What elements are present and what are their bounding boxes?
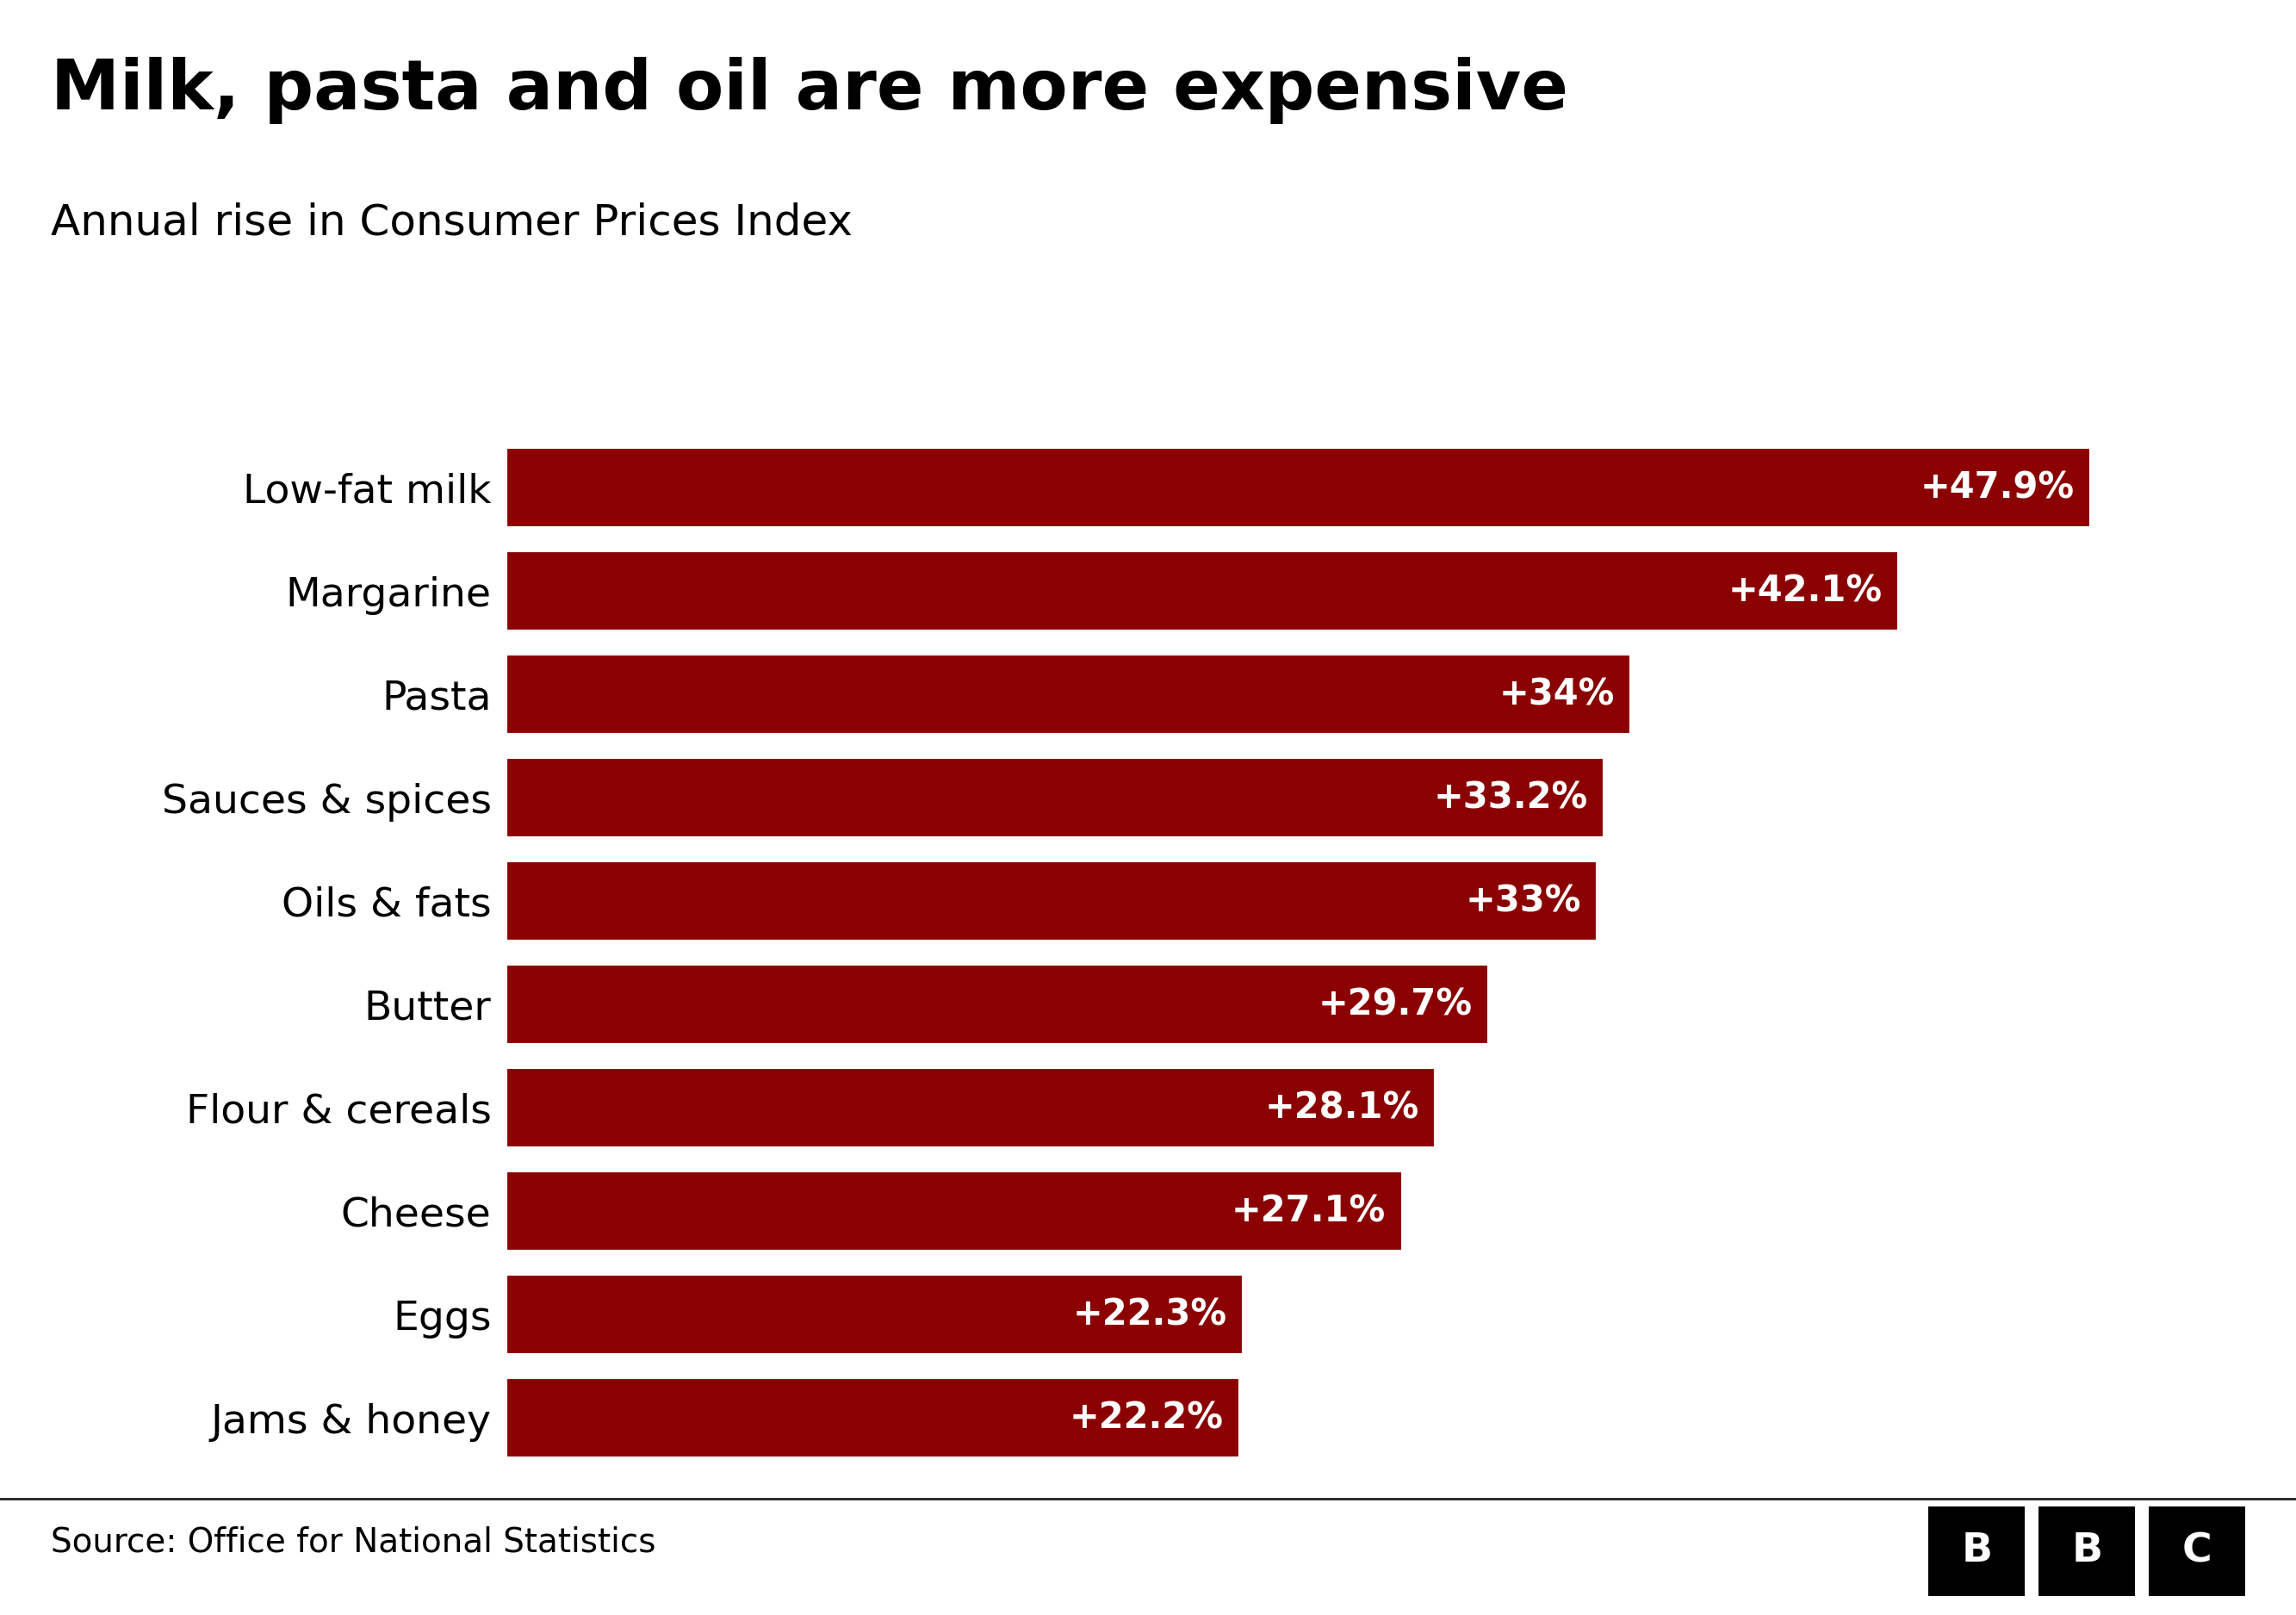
Text: +28.1%: +28.1% xyxy=(1265,1090,1419,1126)
Bar xyxy=(505,964,1488,1045)
Text: Annual rise in Consumer Prices Index: Annual rise in Consumer Prices Index xyxy=(51,202,852,244)
Text: B: B xyxy=(1961,1531,1993,1570)
Bar xyxy=(505,551,1899,631)
Text: +34%: +34% xyxy=(1499,677,1614,712)
Bar xyxy=(505,654,1630,735)
Text: +22.3%: +22.3% xyxy=(1072,1297,1226,1332)
Text: +22.2%: +22.2% xyxy=(1070,1400,1224,1436)
Bar xyxy=(505,1378,1240,1458)
Bar xyxy=(505,1068,1435,1148)
Bar xyxy=(505,447,2092,528)
Bar xyxy=(505,757,1605,838)
Text: B: B xyxy=(2071,1531,2103,1570)
Text: +47.9%: +47.9% xyxy=(1919,470,2076,505)
Text: Milk, pasta and oil are more expensive: Milk, pasta and oil are more expensive xyxy=(51,57,1568,124)
Text: +33%: +33% xyxy=(1465,883,1582,919)
Text: Source: Office for National Statistics: Source: Office for National Statistics xyxy=(51,1526,657,1558)
Text: C: C xyxy=(2181,1531,2213,1570)
Bar xyxy=(505,1171,1403,1252)
Text: +33.2%: +33.2% xyxy=(1433,780,1589,816)
Text: +27.1%: +27.1% xyxy=(1231,1193,1387,1229)
Bar xyxy=(505,1274,1244,1355)
Bar xyxy=(505,861,1598,942)
Text: +29.7%: +29.7% xyxy=(1318,987,1472,1022)
Text: +42.1%: +42.1% xyxy=(1729,573,1883,609)
